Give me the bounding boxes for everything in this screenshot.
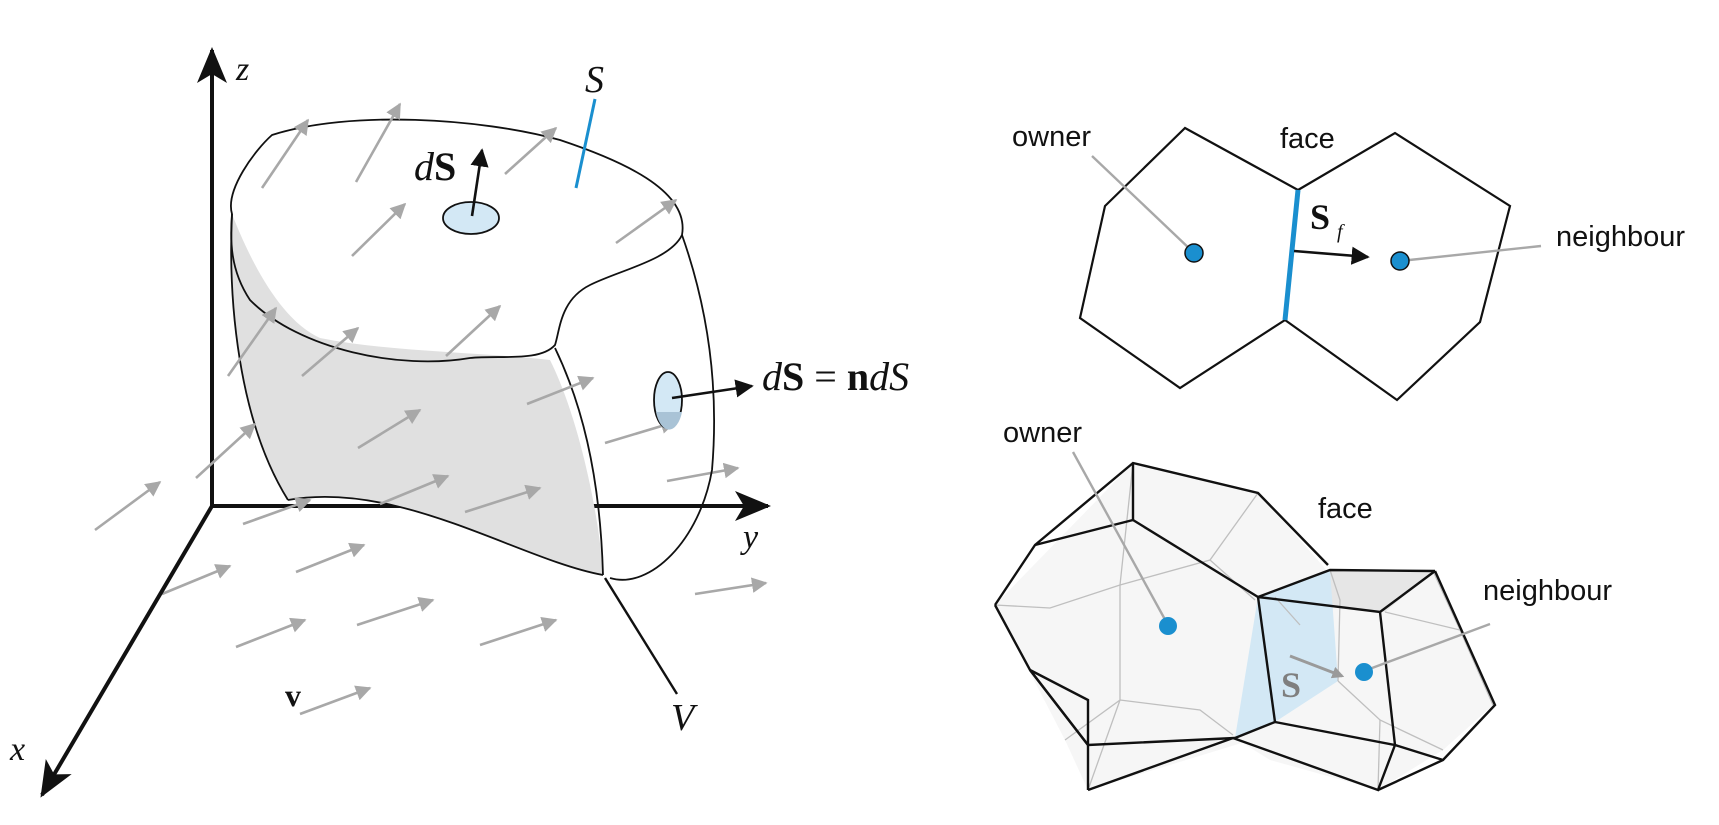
velocity-arrow [464, 484, 542, 514]
owner-centroid-3d [1159, 617, 1177, 635]
eq-S2: S [889, 354, 909, 399]
face-vector-subscript-2d: f [1337, 221, 1345, 243]
volume-label: V [671, 697, 698, 739]
side-normal-arrow [671, 379, 754, 400]
velocity-arrow [357, 408, 422, 450]
velocity-arrow [226, 306, 278, 377]
owner-leader-3d [1071, 451, 1170, 626]
visible-edges-owner-3d [993, 461, 1329, 792]
y-axis-label: y [740, 519, 759, 556]
velocity-arrow [351, 202, 407, 257]
cells-3d-diagram: owner face neighbour S [993, 417, 1612, 792]
neighbour-centroid-2d [1390, 251, 1410, 271]
velocity-arrow [295, 542, 366, 574]
face-vector-label-3d: S [1281, 665, 1301, 705]
velocity-arrow [379, 474, 450, 506]
velocity-arrow [195, 422, 257, 479]
eq-d1: d [762, 354, 783, 399]
velocity-arrow [445, 304, 502, 357]
neighbour-centroid-3d [1355, 663, 1373, 681]
velocity-arrow [161, 564, 232, 596]
velocity-arrow [356, 596, 435, 627]
eq-n: n [847, 354, 869, 399]
face-area-vector-3d [1289, 654, 1345, 679]
velocity-field-arrows-front [195, 102, 678, 526]
velocity-arrow [94, 480, 162, 532]
face-label-2d: face [1280, 123, 1335, 155]
eq-equals: = [804, 354, 847, 399]
side-vector-equation: dS = ndS [762, 354, 909, 399]
owner-label-2d: owner [1012, 121, 1091, 153]
shared-face-2d [1282, 189, 1301, 321]
neighbour-leader-2d [1399, 244, 1542, 263]
side-surface-element-shade [656, 412, 682, 430]
velocity-arrow [504, 126, 558, 175]
owner-label-3d: owner [1003, 417, 1082, 449]
top-vector-label: dS [414, 144, 456, 189]
surface-label: S [585, 59, 604, 101]
cells-2d-diagram: owner face neighbour S f [1012, 121, 1685, 402]
face-area-vector-2d [1293, 246, 1370, 265]
control-volume-diagram: z y x S V v dS dS = ndS [9, 47, 909, 798]
velocity-arrow [479, 616, 558, 647]
x-axis-label: x [9, 731, 25, 768]
velocity-arrow [666, 462, 740, 483]
hidden-edges-3d [994, 462, 1494, 791]
face-vector-label-2d: S [1310, 197, 1330, 237]
velocity-label: v [285, 677, 301, 713]
velocity-arrow [260, 118, 310, 189]
velocity-arrow [301, 326, 360, 377]
owner-leader-2d [1091, 155, 1193, 252]
velocity-arrow [615, 198, 678, 245]
visible-edges-neighbour-3d [1232, 568, 1497, 792]
owner-centroid-2d [1184, 243, 1204, 263]
face-label-3d: face [1318, 493, 1373, 525]
top-normal-arrow [470, 148, 489, 217]
z-axis-label: z [235, 51, 249, 88]
eq-d2: d [869, 354, 890, 399]
neighbour-leader-3d [1363, 622, 1491, 673]
velocity-arrow [242, 497, 312, 526]
velocity-arrow [354, 102, 402, 183]
velocity-arrow [299, 685, 372, 716]
velocity-arrow [526, 375, 595, 406]
surface-label-leader [574, 98, 597, 189]
velocity-field-arrows-back [94, 462, 768, 716]
top-vector-S: S [434, 144, 456, 189]
x-axis [40, 504, 214, 798]
eq-S: S [782, 354, 804, 399]
neighbour-label-3d: neighbour [1483, 575, 1612, 607]
top-surface-element [442, 201, 500, 235]
neighbour-label-2d: neighbour [1556, 221, 1685, 253]
volume-shaded-face [231, 214, 603, 575]
volume-label-leader [603, 577, 679, 695]
velocity-arrow [694, 577, 768, 596]
velocity-arrow [235, 617, 307, 649]
top-vector-d: d [414, 144, 435, 189]
